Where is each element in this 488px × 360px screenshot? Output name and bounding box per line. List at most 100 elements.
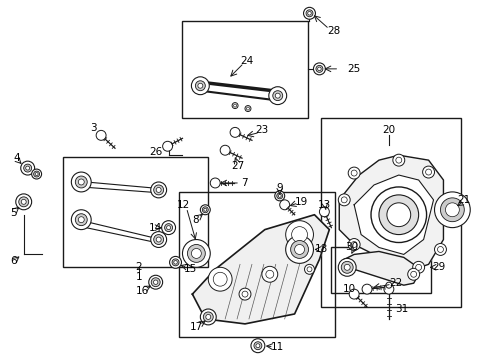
Circle shape [348, 289, 358, 299]
Bar [321, 118, 460, 307]
Circle shape [148, 275, 163, 289]
Circle shape [232, 103, 238, 109]
Text: 2: 2 [135, 262, 142, 272]
Circle shape [425, 169, 431, 175]
Text: 5: 5 [10, 208, 17, 218]
Circle shape [19, 197, 29, 207]
Circle shape [21, 199, 26, 204]
Circle shape [415, 264, 421, 270]
Circle shape [172, 259, 179, 266]
Circle shape [422, 166, 434, 178]
Circle shape [162, 221, 175, 235]
Circle shape [71, 172, 91, 192]
Circle shape [96, 130, 106, 140]
Circle shape [306, 267, 311, 272]
Circle shape [151, 278, 160, 287]
Circle shape [305, 10, 312, 17]
Circle shape [294, 244, 304, 255]
Circle shape [412, 261, 424, 273]
Text: 16: 16 [136, 286, 149, 296]
Circle shape [395, 157, 401, 163]
Circle shape [203, 312, 213, 322]
Circle shape [35, 172, 38, 176]
Circle shape [163, 141, 172, 151]
Bar [331, 247, 429, 293]
Circle shape [166, 226, 170, 230]
Polygon shape [339, 155, 443, 269]
Circle shape [187, 244, 205, 262]
Circle shape [272, 91, 282, 100]
Circle shape [440, 198, 463, 222]
Circle shape [338, 194, 349, 206]
Circle shape [319, 207, 328, 217]
Circle shape [164, 224, 172, 231]
Circle shape [378, 195, 418, 235]
Circle shape [285, 221, 313, 248]
Circle shape [407, 268, 419, 280]
Circle shape [442, 202, 447, 208]
Circle shape [205, 314, 210, 319]
Circle shape [213, 272, 226, 286]
Circle shape [156, 188, 161, 192]
Text: 18: 18 [314, 244, 327, 255]
Circle shape [32, 169, 41, 179]
Text: 8: 8 [192, 215, 198, 225]
Text: 4: 4 [14, 153, 20, 163]
Circle shape [203, 208, 206, 211]
Circle shape [304, 264, 314, 274]
Circle shape [317, 67, 321, 71]
Text: 6: 6 [10, 256, 17, 266]
Text: 10: 10 [342, 284, 355, 294]
Circle shape [75, 214, 87, 226]
Circle shape [169, 256, 181, 268]
Circle shape [341, 197, 346, 203]
Circle shape [239, 288, 250, 300]
Text: 9: 9 [276, 183, 283, 193]
Text: 24: 24 [240, 56, 253, 66]
Circle shape [220, 145, 230, 155]
Circle shape [361, 284, 371, 294]
Circle shape [338, 258, 355, 276]
Text: 13: 13 [317, 200, 330, 210]
Polygon shape [353, 175, 433, 255]
Text: 29: 29 [431, 262, 444, 272]
Circle shape [20, 161, 35, 175]
Circle shape [285, 235, 313, 264]
Text: 7: 7 [240, 178, 247, 188]
Circle shape [392, 154, 404, 166]
Circle shape [437, 247, 443, 252]
Circle shape [230, 127, 240, 137]
Circle shape [350, 170, 356, 176]
Circle shape [279, 200, 289, 210]
Polygon shape [192, 215, 328, 324]
Circle shape [255, 344, 259, 348]
Text: 11: 11 [270, 342, 284, 352]
Circle shape [191, 77, 209, 95]
Text: 21: 21 [457, 195, 470, 205]
Circle shape [313, 63, 325, 75]
Text: 1: 1 [135, 272, 142, 282]
Text: 26: 26 [149, 147, 162, 157]
Circle shape [242, 291, 247, 297]
Text: 28: 28 [327, 26, 340, 36]
Text: 27: 27 [231, 161, 244, 171]
Circle shape [16, 194, 32, 210]
Circle shape [307, 12, 311, 15]
Circle shape [34, 171, 40, 177]
Circle shape [445, 203, 458, 217]
Text: 20: 20 [382, 125, 395, 135]
Circle shape [410, 271, 416, 277]
Bar [182, 21, 307, 118]
Text: 17: 17 [189, 322, 203, 332]
Circle shape [275, 93, 280, 98]
Circle shape [262, 266, 277, 282]
Circle shape [150, 182, 166, 198]
Text: 30: 30 [345, 243, 358, 252]
Text: 23: 23 [255, 125, 268, 135]
Circle shape [24, 164, 32, 172]
Circle shape [434, 192, 469, 228]
Text: 31: 31 [394, 304, 407, 314]
Circle shape [347, 239, 359, 251]
Circle shape [246, 107, 249, 110]
Circle shape [195, 81, 205, 91]
